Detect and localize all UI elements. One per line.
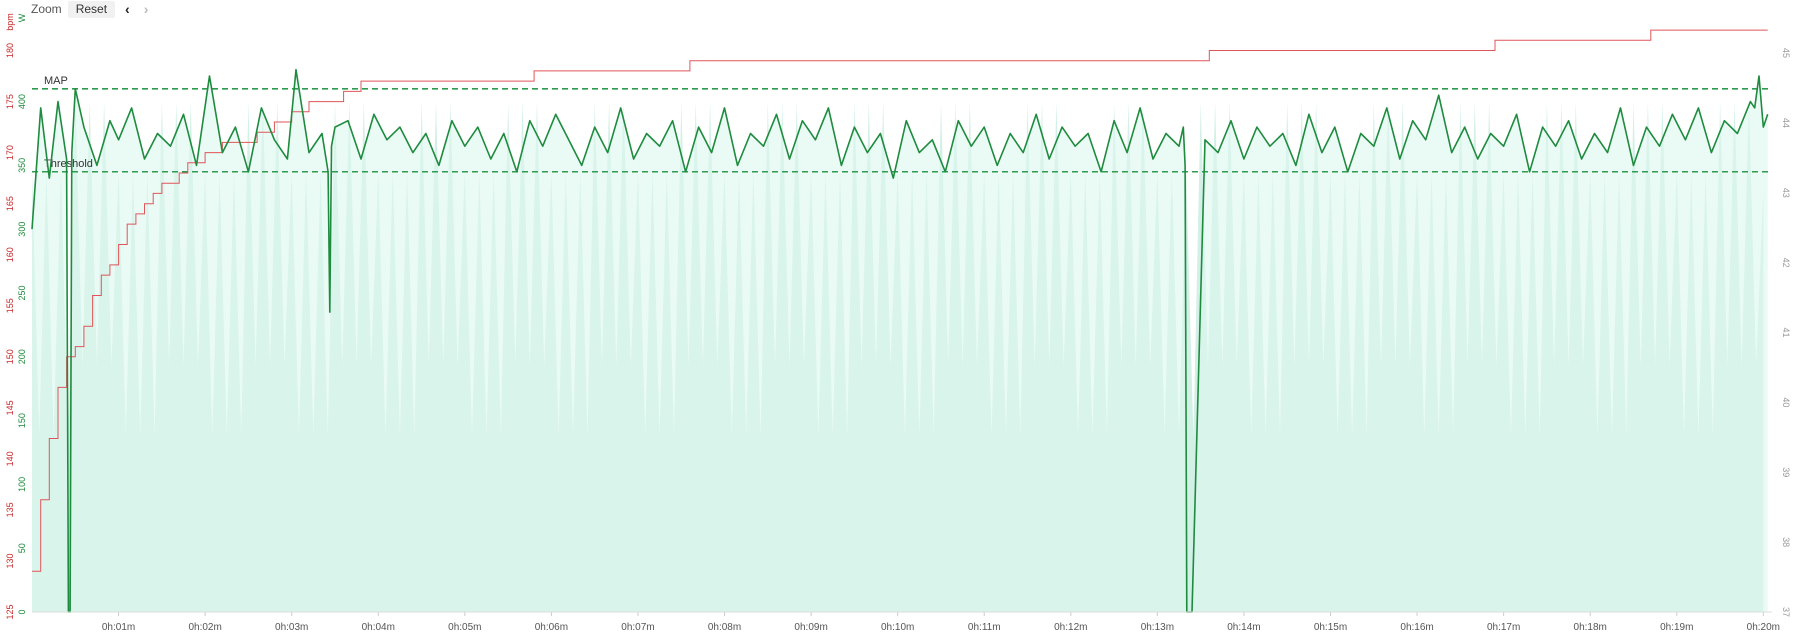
w-tick-label: 150 (17, 413, 27, 428)
bpm-tick-label: 165 (5, 196, 15, 211)
power-line-layer (31, 68, 1769, 613)
w-tick-label: 50 (17, 543, 27, 553)
bpm-tick-label: 135 (5, 502, 15, 517)
right-tick-label: 44 (1781, 118, 1791, 128)
bpm-tick-label: 130 (5, 553, 15, 568)
right-tick-label: 37 (1781, 607, 1791, 617)
x-tick-label: 0h:18m (1574, 622, 1607, 633)
x-tick-label: 0h:07m (621, 622, 654, 633)
w-tick-label: 0 (17, 609, 27, 614)
bpm-tick-label: 145 (5, 400, 15, 415)
heart-rate-line-layer (32, 29, 1768, 572)
bpm-tick-label: 170 (5, 145, 15, 160)
x-tick-label: 0h:17m (1487, 622, 1520, 633)
reset-zoom-button[interactable]: Reset (67, 0, 116, 18)
x-tick-label: 0h:06m (535, 622, 568, 633)
x-tick-label: 0h:13m (1141, 622, 1174, 633)
x-tick-label: 0h:16m (1400, 622, 1433, 633)
x-tick-label: 0h:02m (188, 622, 221, 633)
right-tick-label: 43 (1781, 188, 1791, 198)
right-tick-label: 40 (1781, 397, 1791, 407)
zoom-toolbar: Zoom Reset ‹ › (31, 0, 152, 18)
bpm-unit-label: bpm (5, 13, 15, 31)
x-tick-label: 0h:12m (1054, 622, 1087, 633)
right-tick-label: 41 (1781, 327, 1791, 337)
x-tick-label: 0h:01m (102, 622, 135, 633)
w-tick-label: 400 (17, 94, 27, 109)
x-tick-label: 0h:15m (1314, 622, 1347, 633)
zoom-label: Zoom (31, 2, 62, 16)
power-area (32, 69, 1768, 612)
x-tick-label: 0h:08m (708, 622, 741, 633)
x-tick-label: 0h:11m (968, 622, 1001, 633)
x-tick-label: 0h:20m (1747, 622, 1780, 633)
chevron-right-icon[interactable]: › (143, 1, 149, 17)
w-tick-label: 350 (17, 158, 27, 173)
power-area-layer (32, 69, 1768, 612)
x-tick-label: 0h:10m (881, 622, 914, 633)
reference-label-threshold: Threshold (44, 158, 93, 170)
reference-label-map: MAP (44, 75, 68, 87)
x-tick-label: 0h:05m (448, 622, 481, 633)
power-line (31, 68, 1769, 613)
w-tick-label: 300 (17, 222, 27, 237)
x-tick-label: 0h:14m (1227, 622, 1260, 633)
right-tick-label: 38 (1781, 537, 1791, 547)
x-tick-label: 0h:19m (1660, 622, 1693, 633)
w-tick-label: 100 (17, 477, 27, 492)
bpm-tick-label: 125 (5, 604, 15, 619)
bpm-tick-label: 180 (5, 43, 15, 58)
w-unit-label: W (17, 13, 27, 22)
bpm-tick-label: 155 (5, 298, 15, 313)
right-tick-label: 42 (1781, 258, 1791, 268)
bpm-tick-label: 140 (5, 451, 15, 466)
bpm-tick-label: 160 (5, 247, 15, 262)
x-tick-label: 0h:03m (275, 622, 308, 633)
w-tick-label: 250 (17, 285, 27, 300)
axes-layer: 1251301351401451501551601651701751800501… (5, 13, 1791, 633)
bpm-tick-label: 175 (5, 94, 15, 109)
x-tick-label: 0h:04m (362, 622, 395, 633)
heart-rate-line (32, 29, 1768, 572)
bpm-tick-label: 150 (5, 349, 15, 364)
right-tick-label: 45 (1781, 48, 1791, 58)
reference-lines-layer: MAP Threshold (32, 75, 1772, 173)
chevron-left-icon[interactable]: ‹ (125, 1, 130, 17)
right-tick-label: 39 (1781, 467, 1791, 477)
x-tick-label: 0h:09m (794, 622, 827, 633)
w-tick-label: 200 (17, 349, 27, 364)
